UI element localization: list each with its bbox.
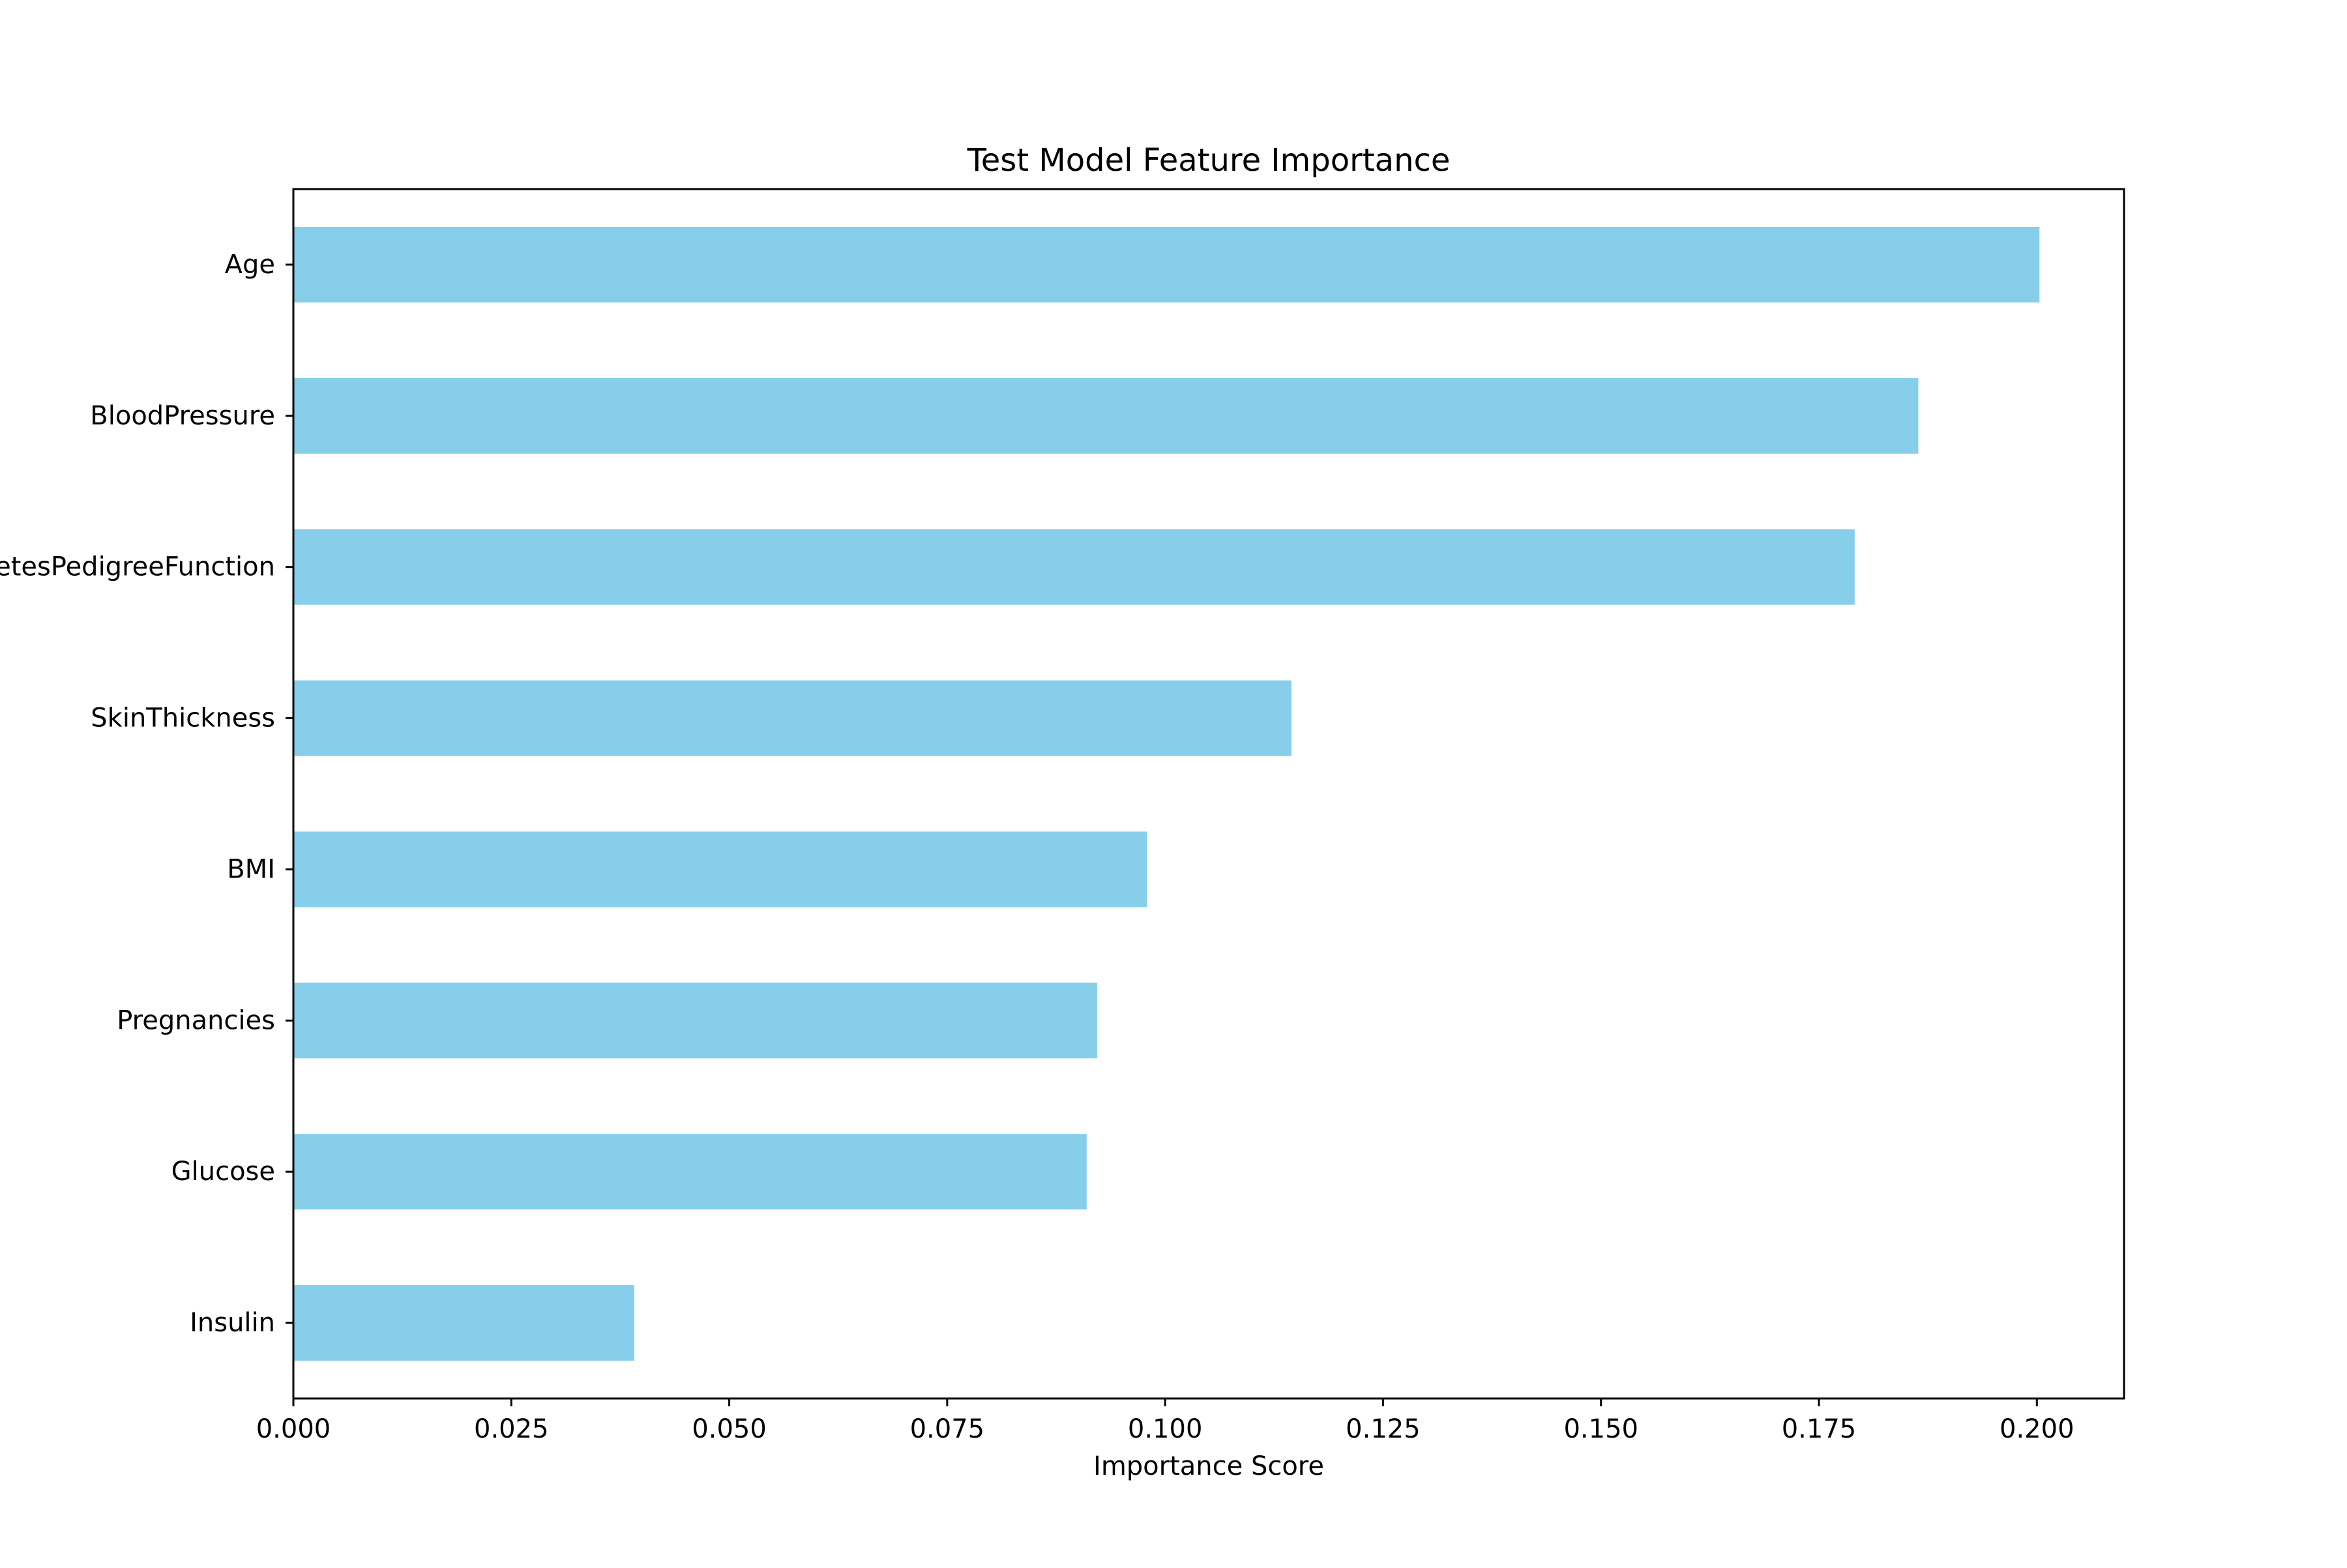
x-tick-label: 0.125 — [1346, 1414, 1421, 1444]
bar-skinthickness — [293, 680, 1292, 756]
chart-title: Test Model Feature Importance — [967, 142, 1451, 179]
x-tick-label: 0.150 — [1563, 1414, 1638, 1444]
y-tick-label: DiabetesPedigreeFunction — [0, 552, 275, 582]
y-tick-label: Pregnancies — [117, 1005, 275, 1035]
x-tick-label: 0.175 — [1782, 1414, 1857, 1444]
x-tick-label: 0.025 — [474, 1414, 549, 1444]
y-tick-label: BMI — [227, 854, 275, 884]
y-axis: Age BloodPressure DiabetesPedigreeFunction… — [0, 250, 293, 1338]
y-tick-label: Insulin — [190, 1308, 275, 1338]
plot-frame — [292, 188, 2125, 1400]
x-axis-label: Importance Score — [1093, 1451, 1324, 1481]
y-tick-label: Glucose — [171, 1157, 275, 1187]
x-axis: 0.000 0.025 0.050 0.075 0.100 0.125 0.150 0.175… — [256, 1398, 2074, 1444]
x-tick-label: 0.200 — [2000, 1414, 2074, 1444]
x-tick-label: 0.100 — [1128, 1414, 1203, 1444]
bar-bloodpressure — [293, 377, 1919, 454]
bar-age — [293, 226, 2040, 303]
bar-glucose — [293, 1134, 1087, 1210]
x-tick-label: 0.050 — [692, 1414, 767, 1444]
bar-insulin — [293, 1285, 634, 1361]
y-tick-label: Age — [225, 250, 275, 280]
bars-group — [293, 226, 2040, 1361]
bar-diabetespedigreefunction — [293, 529, 1855, 605]
x-tick-label: 0.000 — [256, 1414, 331, 1444]
bar-bmi — [293, 831, 1147, 908]
y-tick-label: BloodPressure — [90, 401, 275, 431]
x-tick-label: 0.075 — [910, 1414, 985, 1444]
bar-pregnancies — [293, 983, 1097, 1059]
y-tick-label: SkinThickness — [91, 703, 275, 733]
